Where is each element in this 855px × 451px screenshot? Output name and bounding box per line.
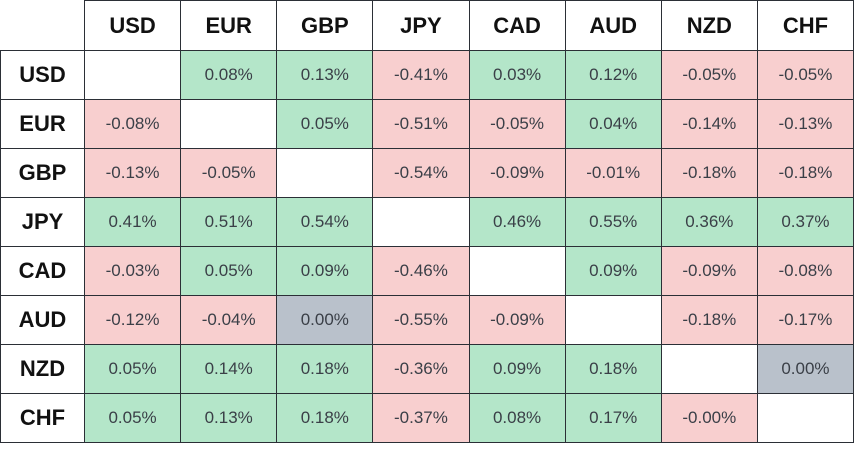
rate-cell: 0.09% <box>276 246 374 296</box>
rate-cell: 0.18% <box>276 393 374 443</box>
rate-cell: 0.09% <box>468 344 566 394</box>
rate-cell: -0.13% <box>83 148 182 198</box>
rate-cell: -0.18% <box>660 148 758 198</box>
rate-cell: 0.18% <box>276 344 374 394</box>
rate-cell: 0.04% <box>564 99 662 149</box>
row-header: CAD <box>0 246 85 296</box>
row-header: USD <box>0 50 85 100</box>
rate-cell: 0.41% <box>83 197 182 247</box>
row: JPY 0.41% 0.51% 0.54% 0.46% 0.55% 0.36% 0.37% <box>0 197 855 247</box>
row-header: EUR <box>0 99 85 149</box>
rate-cell: -0.09% <box>660 246 758 296</box>
column-header: EUR <box>180 0 278 51</box>
rate-cell: 0.37% <box>756 197 855 247</box>
empty-cell <box>83 50 182 100</box>
rate-cell: -0.36% <box>372 344 470 394</box>
row: CAD -0.03% 0.05% 0.09% -0.46% 0.09% -0.09% -0.0… <box>0 246 855 296</box>
column-header: CHF <box>756 0 855 51</box>
rate-cell: -0.17% <box>756 295 855 345</box>
rate-cell: -0.05% <box>756 50 855 100</box>
row-header: CHF <box>0 393 85 443</box>
rate-cell: -0.09% <box>468 295 566 345</box>
rate-cell: -0.09% <box>468 148 566 198</box>
header-row: USD EUR GBP JPY CAD AUD NZD CHF <box>0 0 855 51</box>
row: CHF 0.05% 0.13% 0.18% -0.37% 0.08% 0.17% -0.00% <box>0 393 855 443</box>
column-header: JPY <box>372 0 470 51</box>
rate-cell: -0.37% <box>372 393 470 443</box>
rate-cell: -0.00% <box>660 393 758 443</box>
row: USD 0.08% 0.13% -0.41% 0.03% 0.12% -0.05% -0.05… <box>0 50 855 100</box>
row: NZD 0.05% 0.14% 0.18% -0.36% 0.09% 0.18% 0.00% <box>0 344 855 394</box>
row-header: NZD <box>0 344 85 394</box>
rate-cell: -0.01% <box>564 148 662 198</box>
rate-cell: 0.51% <box>180 197 278 247</box>
rate-cell: -0.05% <box>180 148 278 198</box>
rate-cell: -0.18% <box>756 148 855 198</box>
empty-cell <box>756 393 855 443</box>
row: EUR -0.08% 0.05% -0.51% -0.05% 0.04% -0.14% -0.… <box>0 99 855 149</box>
rate-cell: 0.12% <box>564 50 662 100</box>
empty-cell <box>180 99 278 149</box>
rate-cell: 0.05% <box>276 99 374 149</box>
rate-cell: -0.18% <box>660 295 758 345</box>
rate-cell: -0.55% <box>372 295 470 345</box>
rate-cell: 0.05% <box>83 344 182 394</box>
rate-cell: 0.46% <box>468 197 566 247</box>
rate-cell: -0.08% <box>756 246 855 296</box>
row: GBP -0.13% -0.05% -0.54% -0.09% -0.01% -0.18% -… <box>0 148 855 198</box>
rate-cell: -0.41% <box>372 50 470 100</box>
rate-cell: 0.08% <box>468 393 566 443</box>
row-header: JPY <box>0 197 85 247</box>
rate-cell: 0.13% <box>276 50 374 100</box>
rate-cell: 0.18% <box>564 344 662 394</box>
rate-cell: -0.14% <box>660 99 758 149</box>
rate-cell: 0.05% <box>83 393 182 443</box>
column-header: AUD <box>564 0 662 51</box>
rate-cell: 0.55% <box>564 197 662 247</box>
rate-cell: -0.12% <box>83 295 182 345</box>
rate-cell: 0.05% <box>180 246 278 296</box>
row-header: GBP <box>0 148 85 198</box>
rate-cell: 0.17% <box>564 393 662 443</box>
column-header: NZD <box>660 0 758 51</box>
empty-cell <box>564 295 662 345</box>
empty-cell <box>276 148 374 198</box>
rate-cell: -0.51% <box>372 99 470 149</box>
empty-cell <box>660 344 758 394</box>
rate-cell: -0.04% <box>180 295 278 345</box>
empty-cell <box>468 246 566 296</box>
rate-cell: -0.54% <box>372 148 470 198</box>
rate-cell: -0.05% <box>468 99 566 149</box>
row: AUD -0.12% -0.04% 0.00% -0.55% -0.09% -0.18% -0… <box>0 295 855 345</box>
rate-cell: -0.08% <box>83 99 182 149</box>
rate-cell: 0.14% <box>180 344 278 394</box>
column-header: GBP <box>276 0 374 51</box>
row-header: AUD <box>0 295 85 345</box>
column-header: CAD <box>468 0 566 51</box>
empty-cell <box>372 197 470 247</box>
rate-cell: 0.09% <box>564 246 662 296</box>
corner <box>0 0 85 51</box>
rate-cell: 0.00% <box>756 344 855 394</box>
rate-cell: -0.13% <box>756 99 855 149</box>
column-header: USD <box>83 0 182 51</box>
rate-cell: 0.03% <box>468 50 566 100</box>
rate-cell: 0.54% <box>276 197 374 247</box>
rate-cell: 0.36% <box>660 197 758 247</box>
rate-cell: 0.13% <box>180 393 278 443</box>
rate-cell: -0.03% <box>83 246 182 296</box>
rate-cell: -0.05% <box>660 50 758 100</box>
rate-cell: -0.46% <box>372 246 470 296</box>
rate-cell: 0.00% <box>276 295 374 345</box>
rate-cell: 0.08% <box>180 50 278 100</box>
